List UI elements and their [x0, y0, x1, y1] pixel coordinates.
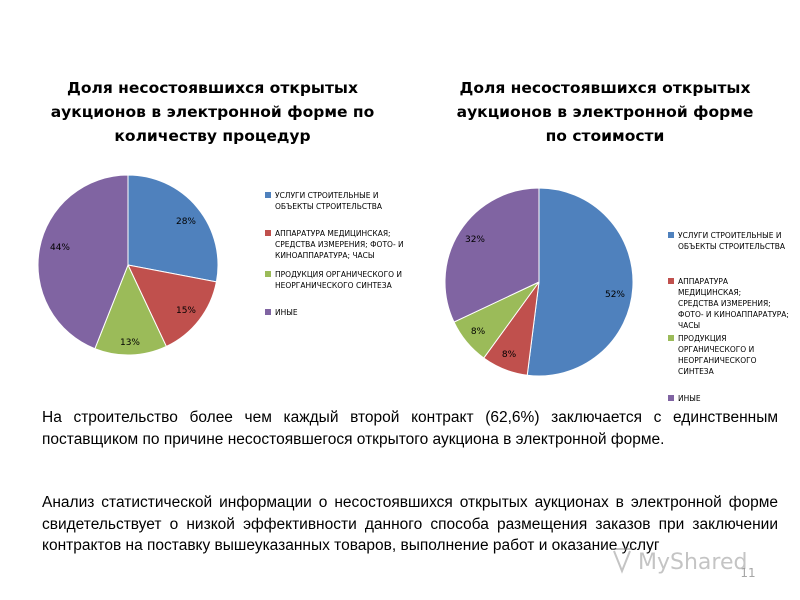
value-data-label-4: 32%	[465, 235, 485, 245]
paragraph-construction-contracts: На строительство более чем каждый второй…	[42, 409, 778, 448]
value-legend-label-2: АППАРАТУРА МЕДИЦИНСКАЯ; СРЕДСТВА ИЗМЕРЕНИ…	[678, 277, 789, 330]
pie-chart-by-count: 28% 15% 13% 44%	[37, 174, 219, 356]
value-legend-item-3: ПРОДУКЦИЯ ОРГАНИЧЕСКОГО И НЕОРГАНИЧЕСКОГО …	[668, 333, 793, 377]
value-legend-item-1: УСЛУГИ СТРОИТЕЛЬНЫЕ И ОБЪЕКТЫ СТРОИТЕЛЬСТ…	[668, 230, 793, 252]
count-data-label-4: 44%	[50, 243, 70, 253]
value-legend-item-4: ИНЫЕ	[668, 393, 793, 404]
page-number: 11	[740, 566, 756, 580]
count-legend-swatch-4	[265, 309, 271, 315]
count-legend-item-3: ПРОДУКЦИЯ ОРГАНИЧЕСКОГО И НЕОРГАНИЧЕСКОГО…	[265, 269, 415, 291]
chart-title-by-count: Доля несостоявшихся открытых аукционов в …	[45, 76, 380, 148]
title-by-count-line-3: количеству процедур	[114, 127, 311, 145]
title-by-value-line-2: аукционов в электронной форме	[456, 103, 754, 121]
title-by-value-line-1: Доля несостоявшихся открытых	[459, 79, 751, 97]
value-data-label-2: 8%	[502, 350, 517, 360]
count-legend-item-2: АППАРАТУРА МЕДИЦИНСКАЯ; СРЕДСТВА ИЗМЕРЕНИ…	[265, 228, 415, 261]
chart-title-by-value: Доля несостоявшихся открытых аукционов в …	[440, 76, 770, 148]
watermark-logo: MyShared	[612, 548, 747, 575]
value-slice-4	[444, 187, 540, 323]
title-by-count-line-1: Доля несостоявшихся открытых	[67, 79, 358, 97]
title-by-value-line-3: по стоимости	[545, 127, 665, 145]
count-slice-1	[127, 174, 219, 283]
paragraph-analysis: Анализ статистической информации о несос…	[42, 494, 778, 554]
value-legend-label-3: ПРОДУКЦИЯ ОРГАНИЧЕСКОГО И НЕОРГАНИЧЕСКОГО …	[678, 334, 757, 376]
value-legend-swatch-4	[668, 395, 674, 401]
value-legend-swatch-1	[668, 232, 674, 238]
count-legend-swatch-1	[265, 192, 271, 198]
legend-by-count: УСЛУГИ СТРОИТЕЛЬНЫЕ И ОБЪЕКТЫ СТРОИТЕЛЬСТ…	[265, 190, 415, 318]
count-slice-2	[127, 264, 217, 348]
value-legend-swatch-3	[668, 335, 674, 341]
value-legend-swatch-2	[668, 278, 674, 284]
count-data-label-3: 13%	[120, 338, 140, 348]
count-legend-label-2: АППАРАТУРА МЕДИЦИНСКАЯ; СРЕДСТВА ИЗМЕРЕНИ…	[275, 229, 404, 260]
value-legend-item-2: АППАРАТУРА МЕДИЦИНСКАЯ; СРЕДСТВА ИЗМЕРЕНИ…	[668, 276, 793, 331]
count-legend-label-1: УСЛУГИ СТРОИТЕЛЬНЫЕ И ОБЪЕКТЫ СТРОИТЕЛЬСТ…	[275, 191, 382, 211]
count-legend-swatch-3	[265, 271, 271, 277]
count-legend-item-1: УСЛУГИ СТРОИТЕЛЬНЫЕ И ОБЪЕКТЫ СТРОИТЕЛЬСТ…	[265, 190, 415, 212]
title-by-count-line-2: аукционов в электронной форме по	[50, 103, 375, 121]
count-legend-item-4: ИНЫЕ	[265, 307, 415, 318]
count-data-label-1: 28%	[176, 217, 196, 227]
pie-chart-by-value: 52% 8% 8% 32%	[444, 187, 634, 377]
value-legend-label-1: УСЛУГИ СТРОИТЕЛЬНЫЕ И ОБЪЕКТЫ СТРОИТЕЛЬСТ…	[678, 231, 785, 251]
count-data-label-2: 15%	[176, 306, 196, 316]
value-legend-label-4: ИНЫЕ	[678, 394, 701, 403]
legend-by-value: УСЛУГИ СТРОИТЕЛЬНЫЕ И ОБЪЕКТЫ СТРОИТЕЛЬСТ…	[668, 230, 793, 404]
svg-text:MyShared: MyShared	[638, 550, 747, 575]
value-data-label-3: 8%	[471, 327, 486, 337]
value-slice-1	[526, 187, 634, 377]
value-data-label-1: 52%	[605, 290, 625, 300]
count-legend-label-3: ПРОДУКЦИЯ ОРГАНИЧЕСКОГО И НЕОРГАНИЧЕСКОГО…	[275, 270, 403, 290]
count-slice-4	[37, 174, 129, 350]
count-legend-swatch-2	[265, 230, 271, 236]
count-legend-label-4: ИНЫЕ	[275, 308, 298, 317]
count-slice-3	[94, 263, 167, 356]
